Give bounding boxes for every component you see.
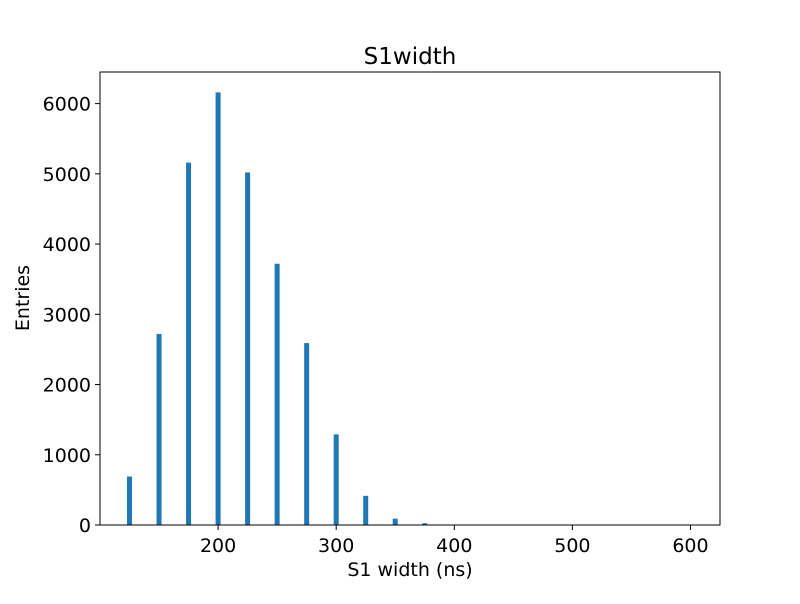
y-tick-label: 0: [79, 515, 91, 537]
bar: [274, 263, 280, 525]
y-tick-label: 5000: [43, 164, 91, 186]
bar: [422, 523, 428, 525]
bar: [127, 476, 133, 525]
bar: [304, 343, 310, 525]
bar: [392, 518, 398, 525]
y-tick-label: 1000: [43, 445, 91, 467]
x-axis-label: S1 width (ns): [347, 559, 472, 581]
x-tick-label: 400: [436, 535, 472, 557]
bar: [215, 92, 221, 526]
plot-frame: [99, 71, 721, 526]
x-tick-label: 600: [672, 535, 708, 557]
bars-group: [127, 92, 428, 526]
bar: [156, 333, 162, 525]
y-tick-label: 6000: [43, 94, 91, 116]
x-tick-label: 300: [318, 535, 354, 557]
y-axis-label: Entries: [12, 265, 34, 331]
bar: [333, 434, 339, 525]
chart-title: S1width: [364, 44, 457, 70]
x-axis: 200 300 400 500 600: [200, 525, 709, 557]
x-tick-label: 500: [554, 535, 590, 557]
bar: [363, 495, 369, 525]
y-axis: 0 1000 2000 3000 4000 5000 6000: [43, 94, 100, 537]
y-tick-label: 4000: [43, 234, 91, 256]
x-tick-label: 200: [200, 535, 236, 557]
bar: [186, 162, 192, 525]
y-tick-label: 2000: [43, 375, 91, 397]
bar: [245, 172, 251, 525]
y-tick-label: 3000: [43, 304, 91, 326]
